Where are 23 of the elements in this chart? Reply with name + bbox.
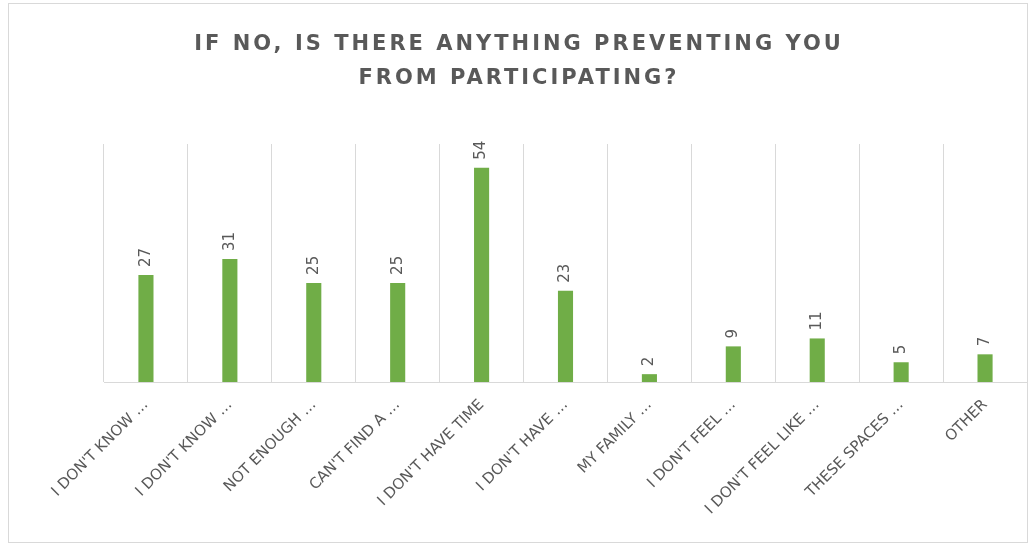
data-label: 7 <box>974 336 993 347</box>
bar <box>893 362 909 383</box>
bar <box>641 374 657 383</box>
bar <box>809 338 825 383</box>
data-label: 31 <box>219 231 238 252</box>
bar <box>222 259 238 383</box>
data-label: 25 <box>387 255 406 275</box>
data-label: 54 <box>471 140 490 160</box>
data-label: 9 <box>723 328 742 339</box>
bar <box>390 282 406 383</box>
bar <box>557 290 574 383</box>
bar <box>977 354 993 383</box>
data-label: 11 <box>807 311 826 331</box>
data-label: 23 <box>555 263 574 283</box>
data-label: 27 <box>135 247 154 267</box>
chart-title: IF NO, IS THERE ANYTHING PREVENTING YOU FROM PARTICIPATING? <box>193 30 845 91</box>
data-label: 2 <box>639 356 658 367</box>
bar <box>725 346 741 383</box>
data-label: 25 <box>303 255 322 275</box>
bar <box>474 167 490 383</box>
bar <box>306 282 322 383</box>
bar <box>138 274 154 383</box>
data-label: 5 <box>891 344 910 355</box>
